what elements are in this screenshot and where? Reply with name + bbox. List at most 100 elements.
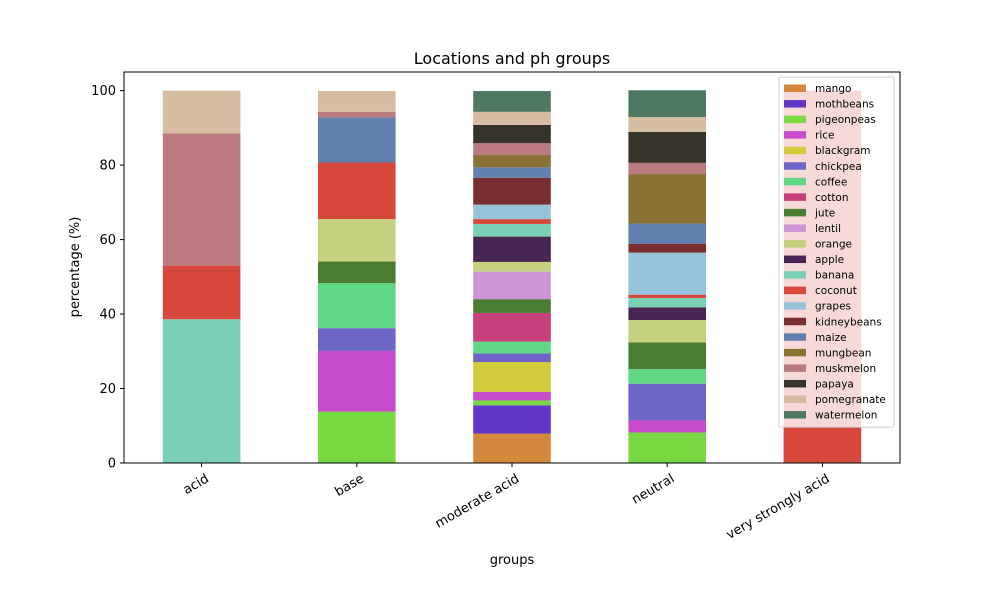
bar-grapes-neutral	[628, 252, 706, 295]
legend-swatch-mango	[784, 84, 806, 92]
legend-label-mungbean: mungbean	[815, 347, 871, 359]
bar-orange-base	[318, 219, 396, 262]
bar-banana-acid	[162, 319, 241, 463]
bar-pomegranate-neutral	[628, 117, 706, 132]
legend-swatch-watermelon	[784, 411, 806, 419]
legend-label-grapes: grapes	[815, 301, 851, 313]
y-tick-label: 0	[108, 457, 116, 472]
bar-coconut-base	[318, 162, 396, 220]
bar-banana-neutral	[628, 298, 706, 308]
bar-banana-moderate-acid	[473, 223, 551, 237]
x-tick-label: moderate acid	[433, 471, 522, 531]
x-tick-label: very strongly acid	[724, 471, 833, 542]
bar-blackgram-moderate-acid	[473, 362, 551, 392]
legend-label-watermelon: watermelon	[815, 410, 877, 422]
legend-label-muskmelon: muskmelon	[815, 363, 876, 375]
bar-pigeonpeas-base	[318, 411, 396, 463]
bar-pomegranate-acid	[162, 90, 241, 134]
legend-label-lentil: lentil	[815, 223, 841, 235]
bar-orange-moderate-acid	[473, 261, 551, 272]
bar-coffee-moderate-acid	[473, 341, 551, 354]
x-tick-label: base	[332, 471, 366, 499]
legend-swatch-lentil	[784, 224, 806, 232]
bar-muskmelon-moderate-acid	[473, 143, 551, 156]
legend-swatch-pigeonpeas	[784, 115, 806, 124]
y-tick-label: 60	[99, 233, 116, 248]
bar-mango-moderate-acid	[473, 433, 551, 463]
legend-label-coffee: coffee	[815, 176, 847, 188]
legend-box	[778, 76, 895, 428]
legend-swatch-mungbean	[784, 348, 806, 357]
legend-label-banana: banana	[815, 270, 854, 282]
bar-rice-base	[318, 350, 396, 412]
legend-swatch-blackgram	[784, 146, 806, 155]
x-tick-label: acid	[181, 471, 212, 497]
bar-pomegranate-moderate-acid	[473, 111, 551, 125]
legend-swatch-muskmelon	[784, 364, 806, 372]
bar-coconut-moderate-acid	[473, 219, 551, 224]
bar-grapes-moderate-acid	[473, 204, 551, 220]
legend-swatch-pomegranate	[784, 395, 806, 403]
bar-mothbeans-moderate-acid	[473, 405, 551, 434]
bar-papaya-moderate-acid	[473, 124, 551, 144]
bar-mungbean-neutral	[628, 174, 706, 224]
legend-swatch-rice	[784, 131, 806, 139]
bar-papaya-neutral	[628, 131, 706, 163]
bar-kidneybeans-neutral	[628, 243, 706, 253]
bar-orange-neutral	[628, 320, 706, 343]
legend-swatch-jute	[784, 208, 806, 217]
bar-apple-moderate-acid	[473, 236, 551, 262]
legend-swatch-apple	[784, 255, 806, 264]
legend-swatch-papaya	[784, 379, 806, 388]
bar-mungbean-moderate-acid	[473, 155, 551, 168]
bar-coffee-neutral	[628, 369, 706, 384]
x-tick-label: neutral	[629, 471, 677, 507]
legend-label-mothbeans: mothbeans	[815, 99, 874, 111]
legend-label-papaya: papaya	[815, 378, 854, 390]
bar-maize-base	[318, 117, 396, 163]
legend: mango mothbeans pigeonpeas rice blackgram chi…	[778, 76, 895, 428]
legend-swatch-cotton	[784, 193, 806, 201]
legend-swatch-coconut	[784, 286, 806, 295]
bar-maize-neutral	[628, 223, 706, 244]
bar-chickpea-moderate-acid	[473, 353, 551, 363]
bar-chickpea-base	[318, 328, 396, 351]
bar-jute-neutral	[628, 342, 706, 370]
legend-label-chickpea: chickpea	[815, 161, 862, 173]
legend-swatch-chickpea	[784, 162, 806, 170]
legend-label-coconut: coconut	[815, 285, 857, 297]
y-tick-label: 40	[99, 308, 116, 323]
bar-muskmelon-acid	[162, 133, 241, 266]
bar-muskmelon-neutral	[628, 162, 706, 175]
legend-label-mango: mango	[815, 83, 851, 95]
chart-title: Locations and ph groups	[414, 49, 610, 68]
legend-label-blackgram: blackgram	[815, 145, 871, 157]
bar-rice-neutral	[628, 420, 706, 433]
bar-coffee-base	[318, 283, 396, 329]
x-axis-title: groups	[490, 553, 535, 568]
legend-label-apple: apple	[815, 254, 844, 266]
legend-swatch-kidneybeans	[784, 317, 806, 326]
bar-chickpea-neutral	[628, 383, 706, 421]
bar-coconut-acid	[162, 265, 241, 320]
y-tick-label: 80	[99, 159, 116, 174]
legend-swatch-coffee	[784, 177, 806, 186]
bar-rice-moderate-acid	[473, 391, 551, 401]
bar-watermelon-neutral	[628, 90, 706, 118]
bar-maize-moderate-acid	[473, 167, 551, 178]
legend-label-jute: jute	[814, 207, 835, 219]
bar-pomegranate-base	[318, 90, 396, 112]
bar-kidneybeans-moderate-acid	[473, 177, 551, 205]
bar-coconut-neutral	[628, 294, 706, 299]
legend-swatch-mothbeans	[784, 100, 806, 108]
bar-cotton-moderate-acid	[473, 312, 551, 342]
legend-label-orange: orange	[815, 239, 852, 251]
legend-swatch-grapes	[784, 302, 806, 310]
bar-watermelon-moderate-acid	[473, 90, 551, 112]
bar-lentil-moderate-acid	[473, 271, 551, 300]
legend-label-rice: rice	[815, 130, 834, 142]
bar-jute-base	[318, 261, 396, 284]
y-tick-label: 20	[99, 382, 116, 397]
